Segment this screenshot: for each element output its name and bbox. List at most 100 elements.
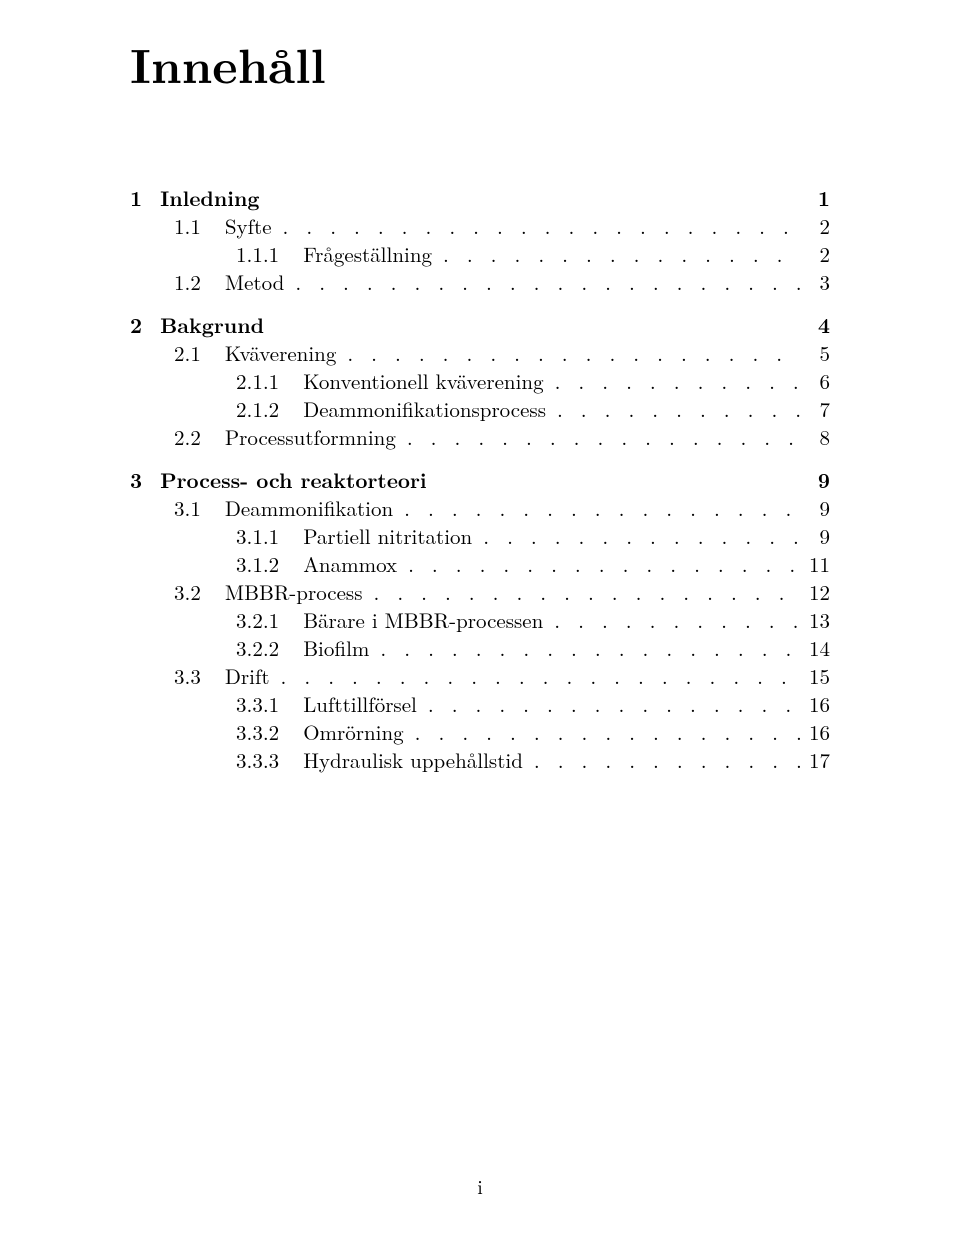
toc-entry: 3.1.1 Partiell nitritation 9	[130, 526, 830, 547]
toc-entry-page: 16	[804, 694, 830, 715]
toc-entry-page: 4	[804, 315, 830, 336]
toc-entry-page: 7	[804, 399, 830, 420]
toc-entry-label: Processutformning	[225, 427, 403, 448]
toc-entry: 2.1 Kväverening 5	[130, 343, 830, 364]
toc-entry-label: Frågeställning	[303, 244, 439, 265]
toc-leader-dots	[555, 371, 800, 392]
toc-entry-label: Kväverening	[225, 343, 343, 364]
toc-entry-label: Syfte	[225, 216, 279, 237]
toc-entry-number: 3.2.1	[130, 610, 279, 631]
page-number: i	[0, 1171, 960, 1200]
toc-entry: 3.2 MBBR-process 12	[130, 582, 830, 603]
toc-page: Innehåll 1 Inledning 1 1.1 Syfte 2 1.1.1 Fråge…	[0, 0, 960, 1242]
toc-leader-dots	[373, 582, 800, 603]
toc-leader-dots	[281, 666, 800, 687]
toc-entry: 3.2.2 Biofilm 14	[130, 638, 830, 659]
toc-leader-dots	[554, 610, 800, 631]
toc-entry: 3.3.3 Hydraulisk uppehållstid 17	[130, 750, 830, 771]
toc-entry-number: 3	[130, 470, 142, 491]
toc-leader-dots	[557, 399, 800, 420]
toc-entry-page: 9	[804, 470, 830, 491]
toc-entry: 3.1 Deammonifikation 9	[130, 498, 830, 519]
toc-entry-number: 2	[130, 315, 142, 336]
toc-leader-dots	[380, 638, 800, 659]
toc-entry-number: 3.1.1	[130, 526, 279, 547]
toc-entry-label: Deammonifikation	[225, 498, 400, 519]
toc-entry-number: 1.2	[130, 272, 201, 293]
toc-entry-page: 9	[804, 526, 830, 547]
toc-entry-page: 14	[804, 638, 830, 659]
toc-entry-page: 16	[804, 722, 830, 743]
toc-entry-page: 1	[804, 188, 830, 209]
page-title: Innehåll	[130, 30, 830, 98]
toc-entry-label: Drift	[225, 666, 277, 687]
toc-entry: 1.1 Syfte 2	[130, 216, 830, 237]
toc-entry: 3.3 Drift 15	[130, 666, 830, 687]
toc-entry-label: Process- och reaktorteori	[160, 470, 427, 491]
toc-entry-number: 3.3.2	[130, 722, 279, 743]
toc-entry: 3.1.2 Anammox 11	[130, 554, 830, 575]
toc-entry: 1.2Metod 3	[130, 272, 830, 293]
toc-entry-page: 11	[804, 554, 830, 575]
toc-entry-label: Omrörning	[303, 722, 410, 743]
toc-entry-number: 3.2	[130, 582, 201, 603]
toc-entry: 3 Process- och reaktorteori 9	[130, 470, 830, 491]
toc-entry: 1.1.1 Frågeställning 2	[130, 244, 830, 265]
toc-entry: 2.2 Processutformning 8	[130, 427, 830, 448]
toc-entry-page: 8	[804, 427, 830, 448]
toc-entry-number: 2.1.1	[130, 371, 279, 392]
toc-entry-page: 6	[804, 371, 830, 392]
toc-entry: 1 Inledning 1	[130, 188, 830, 209]
toc-entry-number: 3.3	[130, 666, 201, 687]
toc-leader-dots	[534, 750, 800, 771]
toc-entry-label: Lufttillförsel	[303, 694, 424, 715]
toc-entry-number: 1.1.1	[130, 244, 279, 265]
toc-entry: 3.3.1 Lufttillförsel 16	[130, 694, 830, 715]
toc-entry-label: Hydraulisk uppehållstid	[303, 750, 530, 771]
toc-entry-page: 3	[804, 272, 830, 293]
toc-leader-dots	[428, 694, 800, 715]
toc-entry-page: 15	[804, 666, 830, 687]
toc-leader-dots	[408, 554, 800, 575]
toc-leader-dots	[443, 244, 800, 265]
toc-entry-number: 3.3.1	[130, 694, 279, 715]
toc-entry-number: 3.2.2	[130, 638, 279, 659]
toc-list: 1 Inledning 1 1.1 Syfte 2 1.1.1 Frågeställning…	[130, 188, 830, 771]
toc-entry-label: Anammox	[303, 554, 404, 575]
toc-leader-dots	[483, 526, 800, 547]
toc-entry-number: 3.1	[130, 498, 201, 519]
toc-entry: 3.3.2 Omrörning 16	[130, 722, 830, 743]
toc-entry-number: 2.1	[130, 343, 201, 364]
toc-entry-label: Partiell nitritation	[303, 526, 479, 547]
toc-entry-page: 2	[804, 216, 830, 237]
toc-entry-label: Biofilm	[303, 638, 376, 659]
toc-entry-number: 1	[130, 188, 142, 209]
toc-leader-dots	[295, 272, 800, 293]
toc-entry-page: 5	[804, 343, 830, 364]
toc-entry-label: Konventionell kväverening	[303, 371, 550, 392]
toc-entry-page: 17	[804, 750, 830, 771]
toc-entry: 2 Bakgrund 4	[130, 315, 830, 336]
toc-entry-page: 9	[804, 498, 830, 519]
toc-entry-label: Inledning	[160, 188, 259, 209]
toc-entry-number: 2.1.2	[130, 399, 279, 420]
toc-entry-label: Bakgrund	[160, 315, 264, 336]
toc-entry-page: 13	[804, 610, 830, 631]
toc-entry: 3.2.1 Bärare i MBBR-processen 13	[130, 610, 830, 631]
toc-entry-number: 2.2	[130, 427, 201, 448]
toc-entry-number: 3.1.2	[130, 554, 279, 575]
toc-entry-label: MBBR-process	[225, 582, 370, 603]
toc-leader-dots	[407, 427, 800, 448]
toc-entry: 2.1.2 Deammonifikationsprocess 7	[130, 399, 830, 420]
toc-leader-dots	[347, 343, 800, 364]
toc-entry-number: 3.3.3	[130, 750, 279, 771]
toc-entry-number: 1.1	[130, 216, 201, 237]
toc-leader-dots	[415, 722, 800, 743]
toc-entry-page: 2	[804, 244, 830, 265]
toc-entry: 2.1.1 Konventionell kväverening 6	[130, 371, 830, 392]
toc-entry-page: 12	[804, 582, 830, 603]
toc-entry-label: Bärare i MBBR-processen	[303, 610, 550, 631]
toc-leader-dots	[283, 216, 800, 237]
toc-leader-dots	[404, 498, 800, 519]
toc-entry-label: Deammonifikationsprocess	[303, 399, 553, 420]
